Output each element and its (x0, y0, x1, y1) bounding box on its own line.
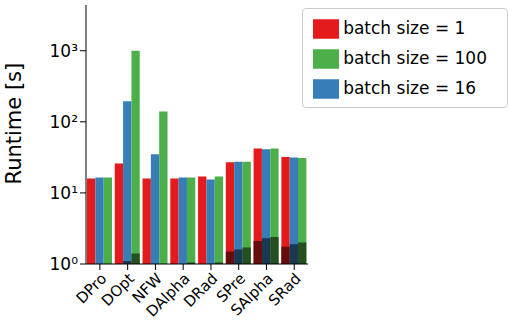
html-text:batch size = 16: batch size = 16 (343, 78, 477, 98)
svg-text:DAlpha: DAlpha (142, 269, 194, 321)
svg-text:DOpt: DOpt (97, 269, 138, 310)
html-text:batch size = 1: batch size = 1 (343, 18, 466, 38)
svg-text:10³: 10³ (50, 41, 78, 61)
svg-text:10¹: 10¹ (50, 183, 78, 203)
svg-text:DRad: DRad (180, 269, 222, 311)
svg-text:SPre: SPre (212, 269, 250, 306)
svg-text:SAlpha: SAlpha (227, 269, 277, 320)
html-text:batch size = 100: batch size = 100 (343, 48, 487, 68)
svg-text:Runtime [s]: Runtime [s] (8, 63, 26, 185)
svg-text:10⁰: 10⁰ (50, 254, 79, 274)
svg-text:NFW: NFW (128, 269, 166, 307)
svg-text:10²: 10² (50, 112, 78, 132)
svg-text:SRad: SRad (265, 270, 305, 310)
svg-text:DPro: DPro (72, 269, 111, 308)
